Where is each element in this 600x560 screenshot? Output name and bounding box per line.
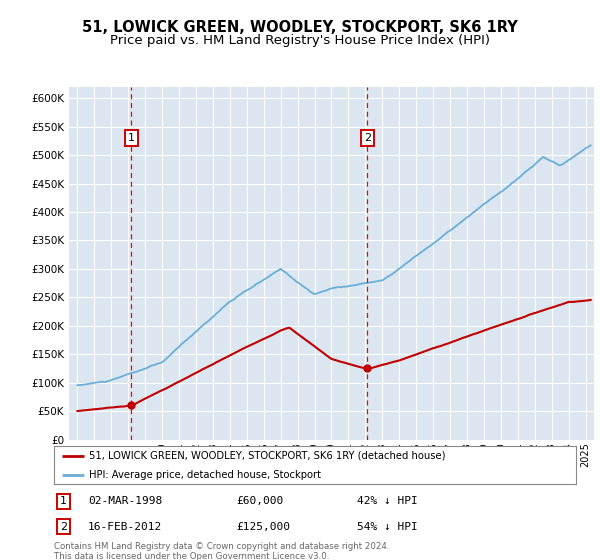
Text: HPI: Average price, detached house, Stockport: HPI: Average price, detached house, Stoc… — [89, 470, 322, 480]
Text: £125,000: £125,000 — [236, 521, 290, 531]
Text: 1: 1 — [128, 133, 134, 143]
Text: 16-FEB-2012: 16-FEB-2012 — [88, 521, 162, 531]
Text: 1: 1 — [60, 496, 67, 506]
Text: £60,000: £60,000 — [236, 496, 284, 506]
Text: 2: 2 — [60, 521, 67, 531]
Text: Contains HM Land Registry data © Crown copyright and database right 2024.
This d: Contains HM Land Registry data © Crown c… — [54, 542, 389, 560]
Text: 51, LOWICK GREEN, WOODLEY, STOCKPORT, SK6 1RY: 51, LOWICK GREEN, WOODLEY, STOCKPORT, SK… — [82, 20, 518, 35]
Text: 2: 2 — [364, 133, 371, 143]
Text: 42% ↓ HPI: 42% ↓ HPI — [357, 496, 418, 506]
Text: Price paid vs. HM Land Registry's House Price Index (HPI): Price paid vs. HM Land Registry's House … — [110, 34, 490, 46]
Text: 54% ↓ HPI: 54% ↓ HPI — [357, 521, 418, 531]
Text: 02-MAR-1998: 02-MAR-1998 — [88, 496, 162, 506]
Text: 51, LOWICK GREEN, WOODLEY, STOCKPORT, SK6 1RY (detached house): 51, LOWICK GREEN, WOODLEY, STOCKPORT, SK… — [89, 451, 446, 461]
